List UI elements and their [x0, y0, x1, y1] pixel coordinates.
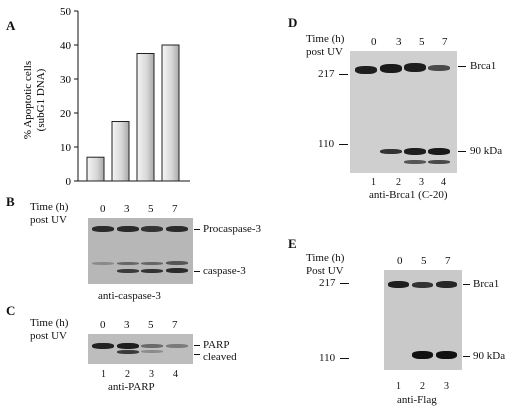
panel-d-lane-time: 5 — [419, 36, 425, 48]
y-axis-label-line1: % Apoptotic cells — [22, 61, 34, 139]
panel-a-letter: A — [6, 18, 16, 33]
y-tick-label: 10 — [60, 142, 72, 154]
panel-e-lane-number: 2 — [420, 381, 425, 392]
panel-d-lane-number: 1 — [371, 177, 376, 188]
panel-e-lane-time: 0 — [397, 255, 403, 267]
panel-b-antibody: anti-caspase-3 — [98, 290, 161, 302]
panel-e-marker-217: 217 — [319, 277, 336, 289]
bar — [136, 53, 155, 182]
panel-e-letter: E — [288, 236, 297, 251]
y-tick-label: 50 — [60, 6, 72, 18]
parp-cleaved-label: cleaved — [203, 351, 237, 363]
panel-d-lane-number: 3 — [419, 177, 424, 188]
panel-c-lane-number: 3 — [149, 369, 154, 380]
panel-d-lane-time: 3 — [396, 36, 402, 48]
brca1-c20-blot — [350, 51, 457, 173]
panel-e-lane-time: 5 — [421, 255, 427, 267]
y-tick-label: 0 — [66, 176, 72, 188]
panel-b-time-label: Time (h) — [30, 201, 69, 213]
panel-b-letter: B — [6, 194, 15, 209]
panel-d-letter: D — [288, 15, 298, 30]
y-tick-label: 20 — [60, 108, 72, 120]
panel-d-lane-number: 4 — [441, 177, 446, 188]
panel-d-marker-110: 110 — [318, 138, 335, 150]
panel-d-post-uv-label: post UV — [306, 46, 343, 58]
panel-c-lane-time: 0 — [100, 319, 106, 331]
y-tick-label: 30 — [60, 74, 72, 86]
parp-blot — [88, 334, 193, 364]
panel-b-lane-time: 7 — [172, 203, 178, 215]
panel-d-lane-number: 2 — [396, 177, 401, 188]
panel-d-marker-217: 217 — [318, 68, 335, 80]
panel-d-antibody: anti-Brca1 (C-20) — [369, 189, 448, 201]
panel-b-lane-time: 5 — [148, 203, 154, 215]
panel-b-post-uv-label: post UV — [30, 214, 67, 226]
caspase-3-blot — [88, 218, 193, 284]
bar — [86, 156, 105, 182]
panel-e-brca1-label: Brca1 — [473, 278, 500, 290]
panel-d-lane-time: 7 — [442, 36, 448, 48]
y-axis-label-line2: (subG1 DNA) — [35, 68, 47, 131]
panel-d-time-label: Time (h) — [306, 33, 345, 45]
panel-c-lane-number: 4 — [173, 369, 178, 380]
parp-label: PARP — [203, 339, 230, 351]
panel-c-letter: C — [6, 303, 16, 318]
panel-c-lane-time: 7 — [172, 319, 178, 331]
panel-d-lane-time: 0 — [371, 36, 377, 48]
panel-c-lane-number: 1 — [101, 369, 106, 380]
panel-e-post-uv-label: Post UV — [306, 265, 344, 277]
panel-c-time-label: Time (h) — [30, 317, 69, 329]
apoptosis-bar-chart: % Apoptotic cells (subG1 DNA) 0 10 20 30 40 5… — [22, 6, 190, 188]
panel-e-lane-number: 3 — [444, 381, 449, 392]
panel-e-marker-110: 110 — [319, 352, 336, 364]
panel-c-lane-time: 3 — [124, 319, 130, 331]
panel-b-lane-time: 3 — [124, 203, 130, 215]
procaspase-3-label: Procaspase-3 — [203, 223, 262, 235]
panel-b-lane-time: 0 — [100, 203, 106, 215]
y-tick-label: 40 — [60, 40, 72, 52]
panel-c-lane-time: 5 — [148, 319, 154, 331]
caspase-3-label: caspase-3 — [203, 265, 246, 277]
panel-c-lane-number: 2 — [125, 369, 130, 380]
panel-c-post-uv-label: post UV — [30, 330, 67, 342]
brca1-flag-blot — [384, 270, 462, 370]
panel-e-lane-number: 1 — [396, 381, 401, 392]
bar — [161, 44, 180, 182]
panel-e-time-label: Time (h) — [306, 252, 345, 264]
panel-d-brca1-label: Brca1 — [470, 60, 497, 72]
panel-e-90kda-label: 90 kDa — [473, 350, 506, 362]
panel-c-antibody: anti-PARP — [108, 381, 155, 393]
panel-e-lane-time: 7 — [445, 255, 451, 267]
bar — [111, 121, 130, 182]
panel-d-90kda-label: 90 kDa — [470, 145, 503, 157]
panel-e-antibody: anti-Flag — [397, 394, 437, 406]
